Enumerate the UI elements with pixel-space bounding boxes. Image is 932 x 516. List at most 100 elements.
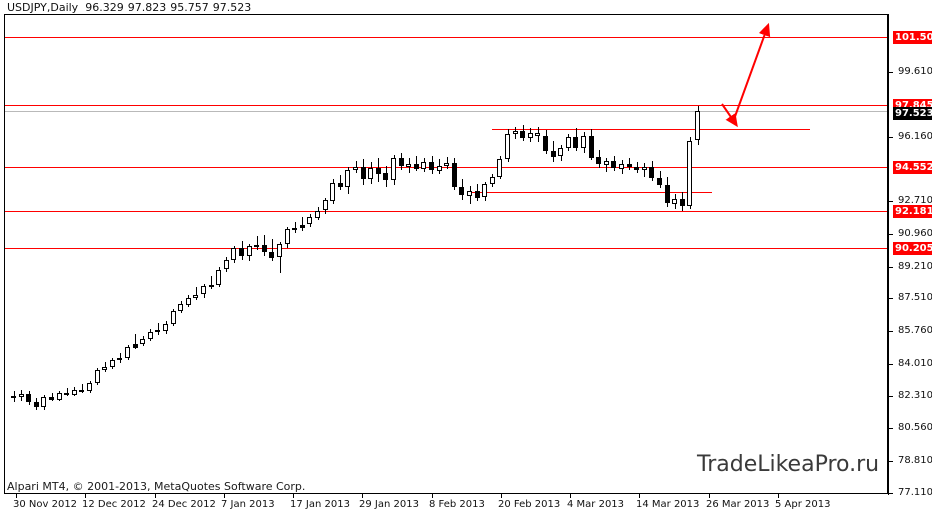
date-axis-label: 5 Apr 2013	[775, 499, 831, 510]
price-axis-label: 85.760	[898, 325, 932, 336]
date-axis-label: 7 Jan 2013	[221, 499, 275, 510]
candle-body-bullish	[87, 383, 92, 391]
candle-body-bullish	[186, 298, 191, 305]
candle-body-bearish	[649, 167, 654, 178]
price-axis-label: 92.710	[898, 195, 932, 206]
candle-body-bearish	[34, 402, 39, 407]
price-axis-tick	[889, 396, 893, 397]
candle-body-bearish	[634, 167, 639, 170]
candle-body-bullish	[345, 170, 350, 187]
candle-body-bullish	[193, 295, 198, 298]
candle-wick	[158, 323, 159, 335]
candle-body-bullish	[19, 394, 24, 397]
candle-body-bullish	[277, 244, 282, 257]
candle-body-bearish	[239, 248, 244, 256]
candle-wick	[295, 222, 296, 233]
candle-body-bullish	[513, 131, 518, 134]
candle-wick	[416, 156, 417, 171]
low-value: 95.757	[170, 1, 209, 14]
candle-body-bearish	[452, 163, 457, 187]
date-axis-label: 14 Mar 2013	[636, 499, 700, 510]
price-axis-tick	[889, 298, 893, 299]
candle-body-bullish	[444, 163, 449, 166]
date-axis-tick	[16, 494, 17, 498]
level-line	[5, 111, 887, 112]
partial-level-line	[492, 129, 810, 130]
candle-body-bullish	[505, 134, 510, 159]
price-axis-tick	[889, 331, 893, 332]
candle-body-bearish	[361, 167, 366, 179]
candle-wick	[644, 163, 645, 177]
candle-body-bullish	[672, 199, 677, 204]
candle-wick	[67, 388, 68, 396]
candle-body-bullish	[368, 168, 373, 179]
candle-body-bearish	[573, 137, 578, 148]
price-axis-tick	[889, 267, 893, 268]
candle-body-bearish	[680, 199, 685, 206]
price-axis-tick	[889, 234, 893, 235]
candle-body-bearish	[459, 187, 464, 195]
chart-plot-area[interactable]	[4, 14, 888, 494]
date-axis-label: 30 Nov 2012	[13, 499, 78, 510]
candle-body-bullish	[642, 167, 647, 170]
candle-body-bullish	[171, 311, 176, 324]
candle-body-bullish	[566, 137, 571, 148]
candle-body-bullish	[254, 245, 259, 247]
candle-body-bearish	[543, 136, 548, 151]
watermark: TradeLikeaPro.ru	[697, 452, 880, 477]
symbol-header: USDJPY,Daily 96.329 97.823 95.757 97.523	[7, 1, 255, 14]
candle-body-bearish	[429, 162, 434, 170]
candle-body-bullish	[231, 248, 236, 260]
candle-body-bullish	[406, 164, 411, 167]
candle-body-bearish	[338, 183, 343, 187]
date-axis-tick	[155, 494, 156, 498]
price-axis-tick	[889, 201, 893, 202]
candle-wick	[211, 276, 212, 289]
candle-body-bullish	[57, 393, 62, 400]
candle-body-bullish	[307, 217, 312, 224]
candle-body-bearish	[11, 396, 16, 398]
candle-body-bearish	[551, 151, 556, 157]
candle-body-bearish	[79, 390, 84, 392]
candle-body-bearish	[376, 168, 381, 174]
candle-body-bullish	[285, 229, 290, 244]
candle-body-bearish	[596, 157, 601, 164]
symbol-label: USDJPY,Daily	[7, 1, 79, 14]
candle-body-bullish	[437, 166, 442, 171]
date-axis-label: 26 Mar 2013	[706, 499, 770, 510]
candle-body-bullish	[110, 360, 115, 367]
price-axis-label: 96.160	[898, 131, 932, 142]
date-axis-tick	[709, 494, 710, 498]
candle-body-bullish	[125, 347, 130, 358]
date-axis-label: 4 Mar 2013	[567, 499, 625, 510]
date-axis-tick	[85, 494, 86, 498]
candle-body-bullish	[695, 111, 700, 140]
level-line	[5, 37, 887, 38]
candle-body-bearish	[627, 164, 632, 167]
price-axis-label: 99.610	[898, 66, 932, 77]
candle-body-bearish	[520, 131, 525, 138]
date-axis-tick	[570, 494, 571, 498]
candle-body-bearish	[269, 252, 274, 258]
candle-body-bullish	[581, 136, 586, 148]
price-axis-tick	[889, 72, 893, 73]
date-axis-label: 29 Jan 2013	[359, 499, 419, 510]
candle-body-bearish	[49, 397, 54, 400]
candle-body-bullish	[140, 339, 145, 344]
candle-body-bullish	[72, 390, 77, 395]
candle-body-bullish	[490, 177, 495, 184]
candle-body-bullish	[292, 228, 297, 230]
price-axis-tick	[889, 493, 893, 494]
price-axis-label: 80.560	[898, 422, 932, 433]
price-axis-label: 87.510	[898, 292, 932, 303]
candle-body-bullish	[41, 397, 46, 407]
candle-body-bullish	[247, 246, 252, 256]
candle-body-bearish	[117, 358, 122, 360]
price-axis-label: 78.810	[898, 455, 932, 466]
candle-body-bullish	[391, 158, 396, 180]
date-axis-label: 24 Dec 2012	[152, 499, 216, 510]
candle-body-bearish	[300, 225, 305, 228]
date-axis-tick	[224, 494, 225, 498]
date-axis-tick	[778, 494, 779, 498]
